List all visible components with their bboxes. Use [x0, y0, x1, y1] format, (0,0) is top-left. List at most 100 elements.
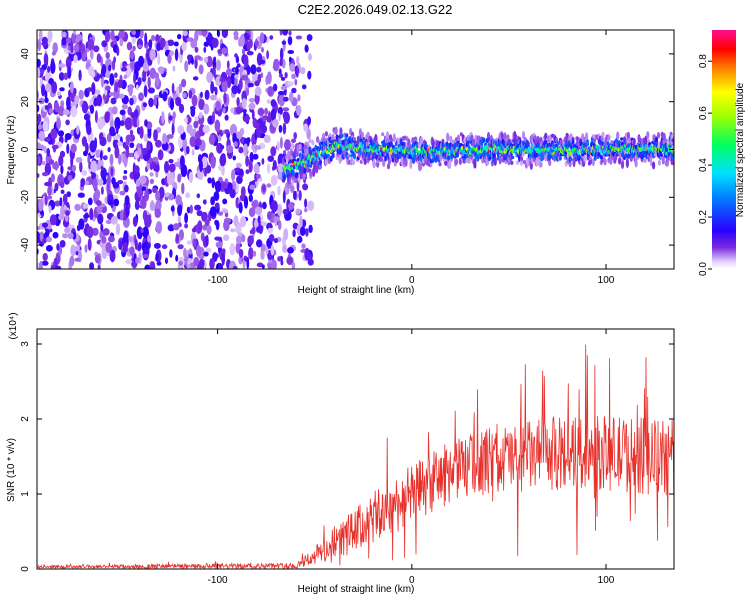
spectrogram-cell — [250, 64, 257, 75]
spectrogram-cell — [289, 63, 296, 72]
spectrogram-cell — [195, 245, 202, 257]
spectrogram-cell — [135, 179, 141, 187]
spectrogram-cell — [326, 153, 330, 158]
spectrogram-cell — [78, 89, 84, 100]
spectrogram-cell — [208, 134, 216, 145]
spectrogram-cell — [63, 109, 70, 116]
spectrogram-cell — [161, 111, 165, 124]
spectrogram-cell — [90, 160, 98, 173]
spectrogram-cell — [655, 137, 658, 142]
spectrogram-cell — [99, 150, 103, 161]
spectrogram-cell — [454, 158, 459, 166]
spectrogram-cell — [281, 40, 287, 45]
spectrogram-cell — [279, 30, 283, 36]
spectrogram-cell — [123, 74, 128, 79]
spectrogram-cell — [65, 210, 70, 216]
spectrogram-cell — [516, 160, 520, 165]
spectrogram-cell — [325, 150, 329, 154]
spectrogram-cell — [172, 65, 176, 72]
spectrogram-cell — [238, 256, 243, 265]
spectrogram-cell — [238, 78, 243, 91]
spectrogram-cell — [266, 50, 269, 60]
spectrogram-cell — [189, 204, 193, 214]
spectrogram-cell — [121, 103, 128, 110]
spectrogram-cell — [89, 207, 94, 221]
spectrogram-cell — [307, 116, 311, 126]
spectrogram-cell — [304, 198, 308, 208]
spectrogram-cell — [243, 196, 249, 209]
spectrogram-cell — [92, 178, 98, 190]
spectrogram-cell — [255, 173, 261, 179]
spectrogram-cell — [214, 202, 220, 209]
spectrogram-cell — [318, 163, 323, 170]
spectrogram-cell — [184, 255, 189, 267]
spectrogram-cell — [271, 259, 277, 269]
spectrogram-cell — [626, 131, 631, 140]
spectrogram-cell — [286, 256, 294, 266]
spectrogram-cell — [202, 224, 208, 231]
spectrogram-cell — [273, 58, 280, 72]
spectrogram-cell — [148, 39, 153, 50]
snr-y-tick-label: 2 — [20, 416, 31, 422]
spectrogram-cell — [54, 101, 60, 113]
spectrogram-cell — [203, 251, 209, 257]
spectrogram-y-tick-label: 20 — [20, 96, 31, 108]
spectrogram-cell — [196, 193, 201, 199]
spectrogram-cell — [89, 140, 97, 153]
spectrogram-cell — [67, 59, 72, 65]
spectrogram-cell — [57, 130, 65, 137]
spectrogram-cell — [308, 138, 312, 144]
spectrogram-cell — [661, 155, 665, 165]
spectrogram-cell — [665, 161, 669, 167]
spectrogram-cell — [78, 69, 82, 82]
spectrogram-cell — [74, 257, 81, 262]
spectrogram-cell — [218, 211, 224, 216]
spectrogram-cell — [591, 158, 596, 167]
spectrogram-cell — [291, 73, 296, 80]
spectrogram-cell — [261, 47, 264, 53]
spectrogram-cell — [192, 76, 199, 81]
spectrogram-cell — [99, 73, 103, 79]
spectrogram-cell — [104, 111, 110, 124]
spectrogram-cell — [283, 150, 287, 155]
colorbar: 0.0 0.2 0.4 0.6 0.8 Normalized spectral ampl… — [698, 30, 746, 276]
spectrogram-cell — [223, 219, 230, 232]
spectrogram-cell — [56, 243, 60, 251]
spectrogram-cell — [147, 234, 151, 243]
spectrogram-cell — [644, 135, 648, 146]
spectrogram-cell — [56, 91, 62, 97]
colorbar-ticks: 0.0 0.2 0.4 0.6 0.8 — [698, 54, 712, 276]
spectrogram-cell — [162, 91, 168, 102]
spectrogram-cell — [155, 253, 159, 262]
spectrogram-cell — [52, 231, 59, 239]
spectrogram-cell — [241, 234, 246, 243]
spectrogram-cell — [41, 222, 49, 228]
spectrogram-cell — [297, 176, 301, 183]
spectrogram-cell — [70, 143, 77, 153]
spectrogram-cell — [51, 51, 57, 56]
spectrogram-cell — [267, 261, 273, 269]
spectrogram-cell — [186, 123, 193, 134]
spectrogram-cell — [86, 125, 92, 135]
spectrogram-cell — [287, 81, 294, 87]
spectrogram-cell — [91, 227, 99, 236]
spectrogram-cell — [238, 201, 243, 214]
spectrogram-x-label: Height of straight line (km) — [298, 285, 415, 296]
spectrogram-cell — [121, 152, 124, 163]
spectrogram-cell — [133, 109, 139, 118]
spectrogram-cell — [571, 139, 575, 145]
spectrogram-cell — [392, 133, 396, 143]
spectrogram-cell — [215, 76, 222, 87]
spectrogram-y-tick-label: 0 — [20, 146, 31, 152]
spectrogram-cell — [304, 247, 310, 261]
colorbar-tick-label: 0.2 — [698, 210, 709, 224]
spectrogram-cell — [70, 81, 74, 94]
spectrogram-cell — [60, 205, 65, 219]
spectrogram-cell — [201, 156, 208, 168]
spectrogram-cell — [202, 199, 207, 205]
spectrogram-cell — [60, 165, 64, 175]
spectrogram-cell — [70, 42, 74, 54]
spectrogram-cell — [155, 34, 160, 44]
spectrogram-cell — [170, 205, 175, 212]
spectrogram-cell — [233, 215, 239, 227]
